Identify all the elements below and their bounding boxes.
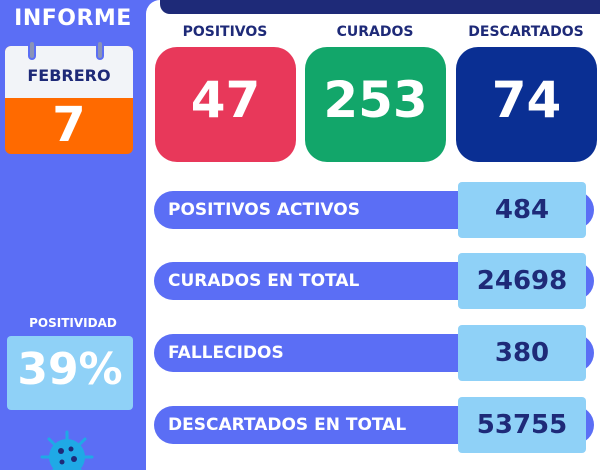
total-value-box: 380 — [458, 325, 586, 381]
report-title: INFORME — [14, 6, 132, 31]
stat-label-positivos: POSITIVOS — [182, 24, 268, 40]
stat-label-descartados: DESCARTADOS — [468, 24, 584, 40]
calendar-ring-right — [96, 40, 104, 60]
virus-icon — [40, 430, 94, 470]
total-value: 53755 — [476, 410, 568, 440]
sidebar-corner — [146, 0, 160, 14]
positivity-label: POSITIVIDAD — [29, 316, 117, 330]
stat-box-curados: 253 — [305, 47, 446, 162]
calendar-header — [5, 46, 133, 98]
stat-box-descartados: 74 — [456, 47, 597, 162]
stat-value-curados: 253 — [323, 71, 428, 129]
positivity-value: 39% — [17, 344, 123, 395]
total-value: 24698 — [476, 266, 568, 296]
total-value-box: 24698 — [458, 253, 586, 309]
calendar-ring-left — [28, 40, 36, 60]
calendar-month: FEBRERO — [27, 66, 111, 85]
calendar-icon: FEBRERO 7 — [5, 46, 133, 154]
total-value: 484 — [494, 195, 550, 225]
total-value-box: 53755 — [458, 397, 586, 453]
positivity-box: 39% — [7, 336, 133, 410]
total-label: POSITIVOS ACTIVOS — [168, 200, 360, 220]
total-value: 380 — [494, 338, 550, 368]
stat-value-positivos: 47 — [190, 71, 261, 129]
total-label: DESCARTADOS EN TOTAL — [168, 415, 407, 435]
stat-value-descartados: 74 — [491, 71, 562, 129]
total-label: FALLECIDOS — [168, 343, 284, 363]
total-value-box: 484 — [458, 182, 586, 238]
stat-box-positivos: 47 — [155, 47, 296, 162]
total-label: CURADOS EN TOTAL — [168, 271, 360, 291]
top-band — [160, 0, 600, 14]
stat-label-curados: CURADOS — [336, 24, 414, 40]
calendar-day: 7 — [52, 97, 86, 153]
